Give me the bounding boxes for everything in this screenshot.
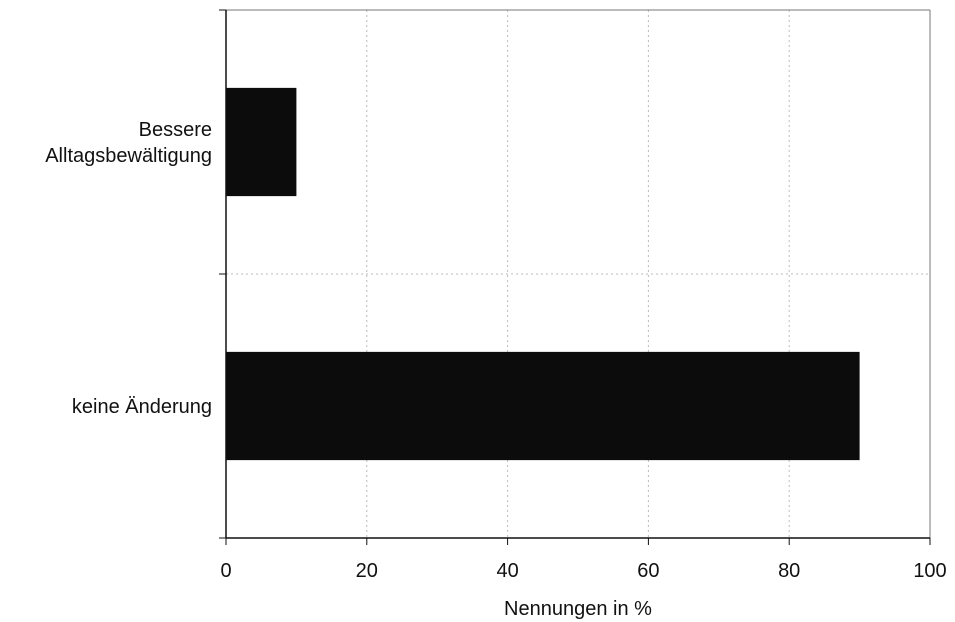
category-label-line: Bessere bbox=[139, 119, 212, 141]
category-label-2: keine Änderung bbox=[72, 396, 212, 418]
category-labels: Bessere Alltagsbewältigung keine Änderung bbox=[45, 119, 212, 418]
category-label-1: Bessere Alltagsbewältigung bbox=[45, 119, 212, 167]
bar-2 bbox=[226, 351, 860, 461]
axes bbox=[219, 9, 931, 539]
x-tick-label-20: 20 bbox=[356, 560, 378, 582]
x-tick-label-80: 80 bbox=[778, 560, 800, 582]
x-tick-label-0: 0 bbox=[220, 560, 231, 582]
x-ticks: 0 20 40 60 80 100 bbox=[220, 538, 947, 582]
category-label-line: keine Änderung bbox=[72, 396, 212, 418]
bar-1 bbox=[226, 87, 297, 197]
category-label-line: Alltagsbewältigung bbox=[45, 145, 212, 167]
x-tick-label-40: 40 bbox=[496, 560, 518, 582]
x-axis-title: Nennungen in % bbox=[504, 598, 652, 620]
x-tick-label-100: 100 bbox=[913, 560, 946, 582]
x-tick-label-60: 60 bbox=[637, 560, 659, 582]
bars bbox=[226, 87, 860, 461]
